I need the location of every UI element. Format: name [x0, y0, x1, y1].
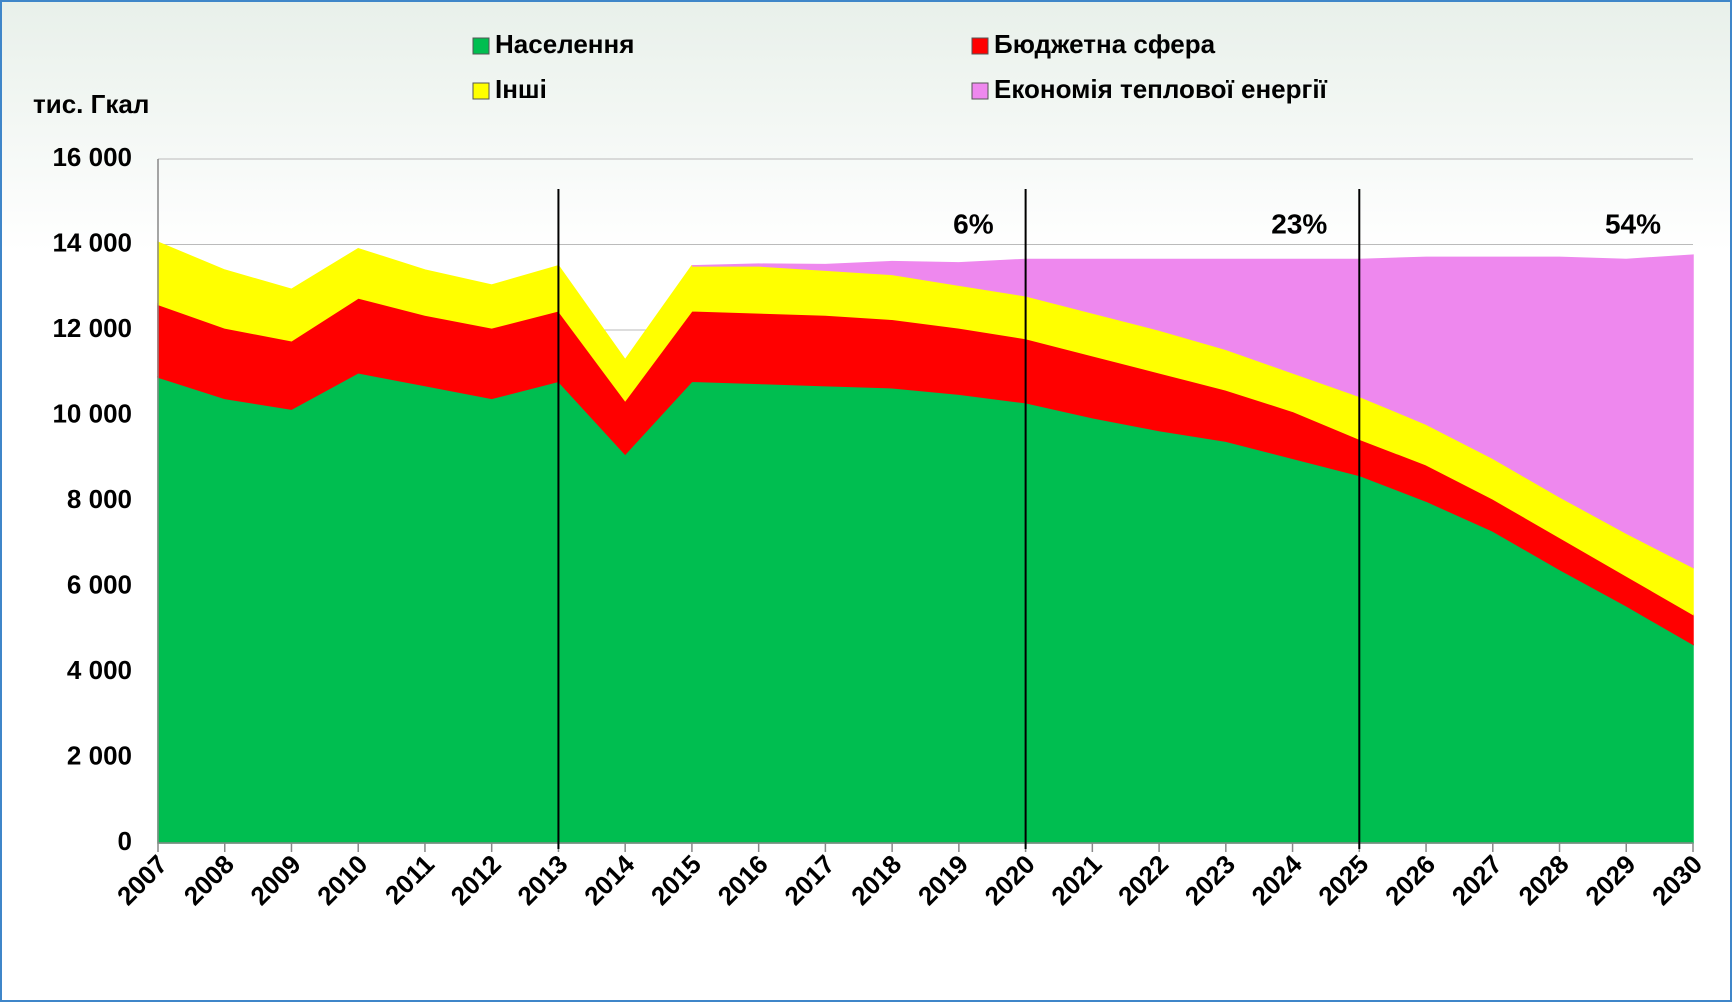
legend-label: Економія теплової енергії	[994, 74, 1328, 104]
y-axis-label: тис. Гкал	[33, 89, 149, 119]
page: тис. Гкал 0 2 000 4 000 6 000 8 000 10 000 12 …	[0, 0, 1732, 1002]
legend-label: Населення	[495, 29, 634, 59]
legend-swatch	[473, 38, 489, 54]
y-tick-label: 16 000	[52, 142, 132, 172]
annotation: 6%	[953, 208, 994, 239]
y-tick-label: 8 000	[67, 484, 132, 514]
y-tick-label: 12 000	[52, 313, 132, 343]
legend-label: Бюджетна сфера	[994, 29, 1216, 59]
y-tick-label: 4 000	[67, 655, 132, 685]
y-tick-label: 0	[118, 826, 132, 856]
annotation: 23%	[1271, 208, 1327, 239]
legend-swatch	[473, 83, 489, 99]
legend-swatch	[972, 83, 988, 99]
y-tick-label: 14 000	[52, 227, 132, 257]
legend-label: Інші	[495, 74, 547, 104]
legend-swatch	[972, 38, 988, 54]
y-tick-label: 6 000	[67, 569, 132, 599]
y-tick-label: 2 000	[67, 740, 132, 770]
annotation: 54%	[1605, 208, 1661, 239]
y-tick-label: 10 000	[52, 398, 132, 428]
chart: тис. Гкал 0 2 000 4 000 6 000 8 000 10 000 12 …	[0, 0, 1732, 1002]
